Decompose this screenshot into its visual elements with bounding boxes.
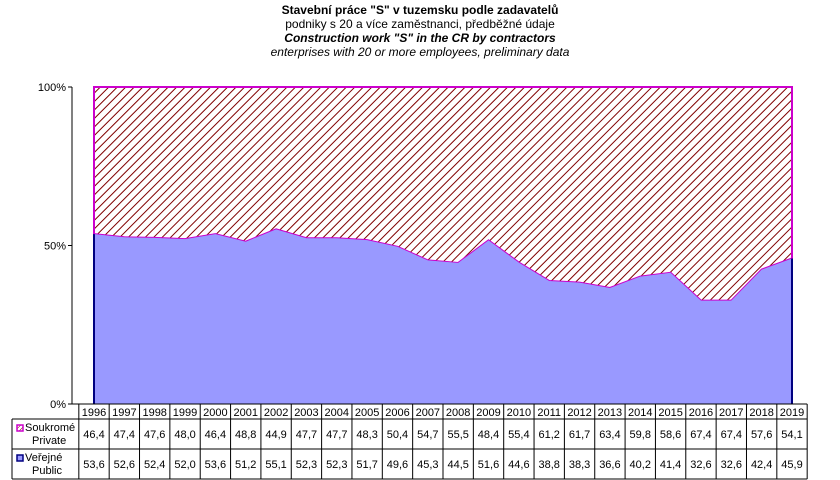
x-tick-label: 2009 — [476, 407, 500, 419]
data-label-private: 48,8 — [235, 429, 256, 441]
data-label-public: 42,4 — [751, 459, 772, 471]
data-label-public: 45,9 — [781, 459, 802, 471]
x-tick-label: 2019 — [780, 407, 804, 419]
data-label-public: 55,1 — [265, 459, 286, 471]
chart-title-en: Construction work "S" in the CR by contr… — [284, 31, 556, 45]
data-label-public: 52,4 — [144, 459, 165, 471]
data-label-public: 41,4 — [660, 459, 681, 471]
data-label-public: 52,3 — [326, 459, 347, 471]
x-tick-label: 1997 — [112, 407, 136, 419]
data-label-public: 38,8 — [539, 459, 560, 471]
x-tick-label: 2011 — [537, 407, 561, 419]
data-label-public: 52,6 — [114, 459, 135, 471]
public-area — [94, 229, 792, 404]
x-tick-label: 2007 — [416, 407, 440, 419]
x-tick-label: 2018 — [749, 407, 773, 419]
data-label-public: 40,2 — [630, 459, 651, 471]
x-tick-label: 2008 — [446, 407, 470, 419]
x-tick-label: 2015 — [658, 407, 682, 419]
data-label-private: 59,8 — [630, 429, 651, 441]
y-tick-label: 50% — [44, 241, 66, 253]
data-label-private: 63,4 — [599, 429, 620, 441]
data-label-private: 47,7 — [296, 429, 317, 441]
data-label-private: 44,9 — [265, 429, 286, 441]
data-label-private: 67,4 — [690, 429, 711, 441]
data-label-private: 57,6 — [751, 429, 772, 441]
x-tick-label: 2014 — [628, 407, 652, 419]
data-label-private: 47,6 — [144, 429, 165, 441]
data-label-public: 49,6 — [387, 459, 408, 471]
data-label-private: 61,7 — [569, 429, 590, 441]
data-label-private: 48,4 — [478, 429, 499, 441]
data-table: 1996 1997 1998 1999 2000 2001 2002 2003 2004 2005… — [11, 403, 808, 480]
chart-title: Stavební práce "S" v tuzemsku podle zada… — [281, 3, 559, 17]
x-tick-label: 2016 — [689, 407, 713, 419]
chart-subtitle-en: enterprises with 20 or more employees, p… — [270, 45, 570, 59]
data-label-public: 51,6 — [478, 459, 499, 471]
x-tick-label: 2002 — [264, 407, 288, 419]
data-label-private: 48,0 — [174, 429, 195, 441]
data-label-private: 50,4 — [387, 429, 408, 441]
x-tick-label: 2010 — [507, 407, 531, 419]
data-label-private: 58,6 — [660, 429, 681, 441]
legend-label-private: Soukromé — [25, 422, 75, 434]
x-tick-label: 2005 — [355, 407, 379, 419]
x-tick-label: 2006 — [385, 407, 409, 419]
x-tick-label: 1998 — [142, 407, 166, 419]
x-tick-label: 2004 — [325, 407, 349, 419]
plot-area — [93, 86, 793, 404]
data-label-private: 55,5 — [447, 429, 468, 441]
data-label-private: 46,4 — [205, 429, 226, 441]
data-label-public: 52,3 — [296, 459, 317, 471]
y-tick-label: 100% — [38, 82, 66, 94]
legend-label-public: Public — [32, 465, 62, 477]
x-tick-label: 2012 — [567, 407, 591, 419]
x-tick-label: 2017 — [719, 407, 743, 419]
data-label-private: 46,4 — [83, 429, 104, 441]
data-label-private: 55,4 — [508, 429, 529, 441]
legend-label-public: Veřejné — [25, 452, 62, 464]
data-label-public: 53,6 — [205, 459, 226, 471]
data-label-private: 48,3 — [356, 429, 377, 441]
x-tick-label: 2013 — [598, 407, 622, 419]
x-tick-label: 1999 — [173, 407, 197, 419]
x-tick-label: 1996 — [82, 407, 106, 419]
data-label-private: 47,7 — [326, 429, 347, 441]
x-tick-label: 2000 — [203, 407, 227, 419]
legend-key-public — [16, 454, 24, 462]
data-label-public: 32,6 — [690, 459, 711, 471]
data-label-private: 67,4 — [721, 429, 742, 441]
data-label-public: 44,5 — [447, 459, 468, 471]
legend-key-private — [16, 424, 24, 432]
legend-label-private: Private — [32, 435, 66, 447]
data-label-public: 38,3 — [569, 459, 590, 471]
data-label-private: 54,7 — [417, 429, 438, 441]
chart-titles: Stavební práce "S" v tuzemsku podle zada… — [0, 3, 840, 59]
x-tick-label: 2003 — [294, 407, 318, 419]
chart-subtitle: podniky s 20 a více zaměstnanci, předběž… — [285, 17, 555, 31]
data-label-private: 61,2 — [539, 429, 560, 441]
data-label-public: 53,6 — [83, 459, 104, 471]
data-label-public: 36,6 — [599, 459, 620, 471]
data-label-public: 51,7 — [356, 459, 377, 471]
data-label-private: 47,4 — [114, 429, 135, 441]
data-label-public: 32,6 — [721, 459, 742, 471]
data-label-public: 52,0 — [174, 459, 195, 471]
data-label-public: 45,3 — [417, 459, 438, 471]
y-tick-label: 0% — [50, 399, 66, 411]
data-label-public: 51,2 — [235, 459, 256, 471]
x-tick-label: 2001 — [233, 407, 257, 419]
data-label-public: 44,6 — [508, 459, 529, 471]
data-label-private: 54,1 — [781, 429, 802, 441]
